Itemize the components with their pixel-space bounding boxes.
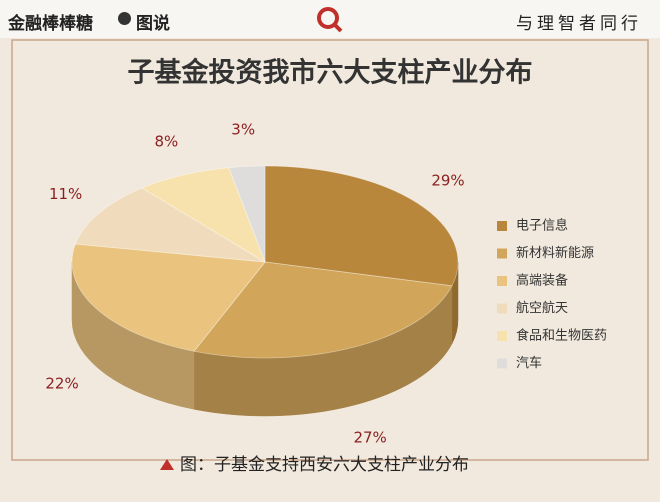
pie-slice: [71, 243, 266, 352]
legend-label: 高端装备: [516, 273, 568, 289]
caption-icon: [160, 459, 174, 470]
legend-label: 汽车: [516, 355, 542, 371]
section: 图说: [136, 14, 170, 34]
header: 金融棒棒糖 图说 与理智者同行: [0, 0, 660, 38]
pie-slice: [228, 165, 266, 263]
legend-swatch: [497, 331, 507, 341]
slogan: 与理智者同行: [516, 14, 642, 34]
brand: 金融棒棒糖: [8, 14, 93, 34]
legend-swatch: [497, 303, 507, 314]
legend-label: 航空航天: [516, 300, 568, 316]
legend-label: 新材料新能源: [516, 245, 594, 261]
legend-swatch: [497, 358, 507, 369]
pie-slice: [193, 261, 453, 359]
legend-swatch: [497, 221, 507, 231]
data-label: 22%: [45, 374, 78, 392]
legend-label: 食品和生物医药: [516, 328, 607, 344]
data-label: 27%: [353, 429, 386, 447]
caption: 图：子基金支持西安六大支柱产业分布: [180, 455, 469, 475]
frame: [11, 39, 649, 461]
data-label: 8%: [154, 133, 178, 151]
pie-slice: [141, 167, 266, 263]
pie-slice: [264, 165, 459, 287]
chart-title: 子基金投资我市六大支柱产业分布: [128, 57, 533, 89]
data-label: 11%: [49, 185, 82, 203]
legend-swatch: [497, 276, 507, 286]
data-label: 29%: [431, 171, 464, 189]
data-label: 3%: [231, 121, 255, 139]
legend-label: 电子信息: [516, 218, 568, 234]
icon: [118, 12, 131, 25]
legend-swatch: [497, 248, 507, 259]
logo: [317, 7, 343, 33]
pie-slice: [74, 187, 266, 263]
